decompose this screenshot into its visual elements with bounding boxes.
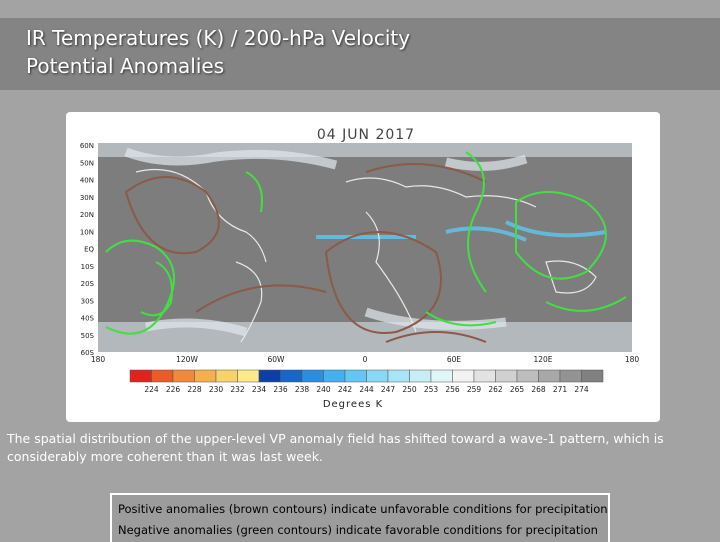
lon-label: 120W — [176, 355, 198, 364]
lat-label: 10S — [81, 263, 95, 271]
colorbar-label: 236 — [273, 385, 288, 394]
colorbar-label: 268 — [531, 385, 546, 394]
colorbar-label: 242 — [338, 385, 353, 394]
colorbar-swatch — [280, 369, 303, 383]
title: Potential Anomalies — [26, 54, 225, 78]
colorbar-label: 244 — [359, 385, 374, 394]
lat-label: 40N — [80, 177, 94, 185]
colorbar-swatch — [452, 369, 475, 383]
colorbar-label: 230 — [209, 385, 224, 394]
lat-label: 30N — [80, 194, 94, 202]
lon-label: 120E — [533, 355, 552, 364]
colorbar-swatch — [495, 369, 518, 383]
colorbar-label: 265 — [510, 385, 525, 394]
lon-label: 180 — [91, 355, 106, 364]
colorbar-swatch — [516, 369, 539, 383]
colorbar-label: 232 — [230, 385, 245, 394]
colorbar-label: 259 — [467, 385, 482, 394]
colorbar-label: 224 — [144, 385, 159, 394]
colorbar-swatch — [409, 369, 432, 383]
colorbar-label: 247 — [381, 385, 396, 394]
lat-label: 20S — [81, 280, 95, 288]
lat-label: EQ — [84, 246, 94, 254]
colorbar-swatch — [430, 369, 453, 383]
title: IR Temperatures (K) / 200-hPa Velocity — [26, 26, 411, 50]
colorbar-label: 228 — [187, 385, 202, 394]
colorbar-swatch — [538, 369, 561, 383]
colorbar-swatch — [215, 369, 238, 383]
colorbar-swatch — [366, 369, 389, 383]
colorbar-swatch — [258, 369, 281, 383]
colorbar-label: 253 — [424, 385, 439, 394]
lat-label: 10N — [80, 228, 94, 236]
legend-line: Positive anomalies (brown contours) indi… — [118, 502, 608, 516]
lat-label: 60S — [81, 349, 95, 357]
title-bar: IR Temperatures (K) / 200-hPa Velocity P… — [0, 18, 720, 90]
colorbar-swatch — [237, 369, 260, 383]
lon-label: 60W — [268, 355, 286, 364]
colorbar-swatch — [387, 369, 410, 383]
colorbar-swatch — [559, 369, 582, 383]
lat-label: 50N — [80, 159, 94, 167]
lat-label: 40S — [81, 315, 95, 323]
lon-label: 0 — [363, 355, 368, 364]
map-date: 04 JUN 2017 — [317, 127, 415, 143]
colorbar-swatch — [323, 369, 346, 383]
colorbar-label: 271 — [553, 385, 568, 394]
lat-label: 30S — [81, 297, 95, 305]
paragraph: The spatial distribution of the upper-le… — [7, 431, 664, 464]
colorbar-swatch — [194, 369, 217, 383]
colorbar-swatch — [344, 369, 367, 383]
colorbar-title: Degrees K — [323, 399, 383, 410]
colorbar-label: 262 — [488, 385, 503, 394]
colorbar-label: 250 — [402, 385, 417, 394]
lat-label: 50S — [81, 332, 95, 340]
colorbar-swatch — [129, 369, 152, 383]
lat-label: 20N — [80, 211, 94, 219]
colorbar-swatch — [172, 369, 195, 383]
map-field — [98, 143, 632, 352]
lon-label: 180 — [625, 355, 640, 364]
colorbar-swatch — [473, 369, 496, 383]
colorbar-label: 240 — [316, 385, 331, 394]
colorbar-swatch — [301, 369, 324, 383]
colorbar-swatch — [151, 369, 174, 383]
colorbar-label: 256 — [445, 385, 460, 394]
lat-label: 60N — [80, 142, 94, 150]
colorbar-label: 274 — [574, 385, 589, 394]
lon-label: 60E — [447, 355, 462, 364]
map-figure: 04 JUN 2017 60N 50N 40N 30N 20N 10N EQ 10S 20S 30… — [66, 112, 660, 422]
colorbar-label: 226 — [166, 385, 181, 394]
colorbar-swatch — [581, 369, 604, 383]
legend-line: Negative anomalies (green contours) indi… — [118, 523, 598, 537]
legend-box: Positive anomalies (brown contours) indi… — [110, 493, 610, 542]
colorbar-label: 238 — [295, 385, 310, 394]
colorbar-label: 234 — [252, 385, 267, 394]
